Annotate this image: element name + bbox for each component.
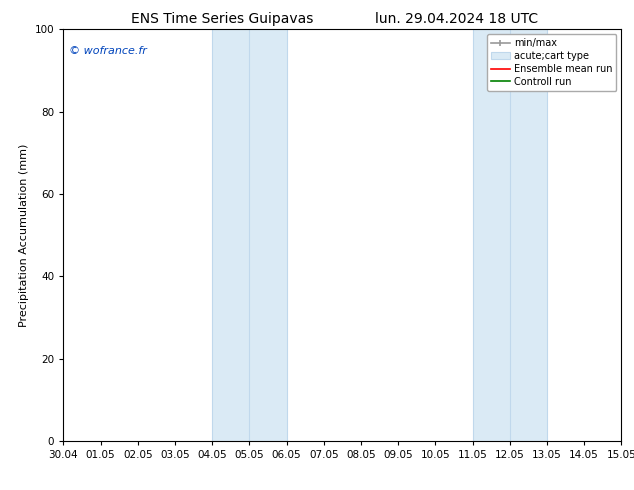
- Text: ENS Time Series Guipavas: ENS Time Series Guipavas: [131, 12, 313, 26]
- Legend: min/max, acute;cart type, Ensemble mean run, Controll run: min/max, acute;cart type, Ensemble mean …: [487, 34, 616, 91]
- Bar: [212, 29, 287, 441]
- Text: © wofrance.fr: © wofrance.fr: [69, 46, 147, 56]
- Y-axis label: Precipitation Accumulation (mm): Precipitation Accumulation (mm): [19, 144, 29, 327]
- Bar: [472, 29, 547, 441]
- Text: lun. 29.04.2024 18 UTC: lun. 29.04.2024 18 UTC: [375, 12, 538, 26]
